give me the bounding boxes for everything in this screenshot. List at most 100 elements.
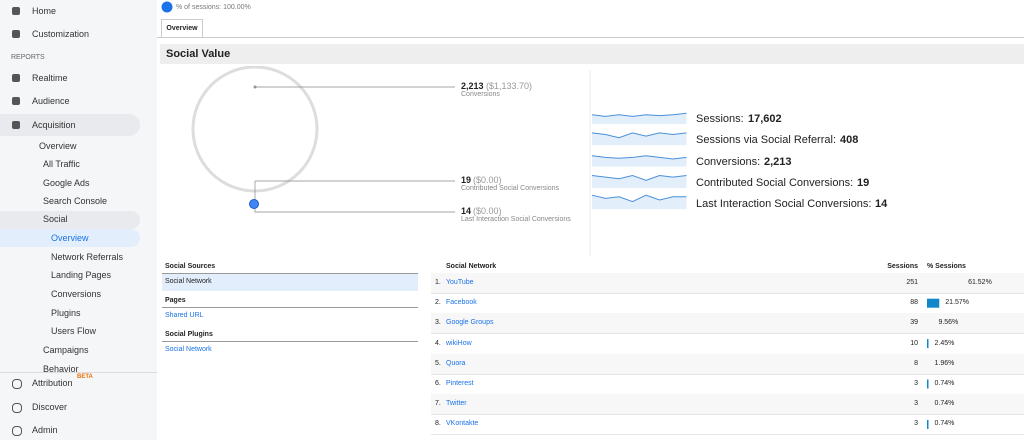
diagram-money: ($0.00) [473,175,502,185]
nav-icon [12,74,20,82]
panel-item[interactable]: Social Network [165,346,212,353]
diagram-label: Conversions [461,91,500,98]
network-link[interactable]: VKontakte [446,420,479,428]
percent-label: 0.74% [934,420,955,428]
nav-selected [0,229,140,247]
nav-item[interactable]: Audience [32,96,70,106]
sidebar: Home Customization REPORTS Realtime Audience… [0,0,157,440]
metric-label: Conversions: [696,155,761,168]
row-bg [431,394,1024,415]
network-link[interactable]: Facebook [446,299,477,307]
nav-item[interactable]: Customization [32,29,90,39]
network-link[interactable]: Pinterest [446,380,474,387]
nav-item[interactable]: Conversions [51,289,102,299]
nav-item[interactable]: Social [43,214,68,224]
panel-rule [162,307,418,308]
nav-item[interactable]: Search Console [43,196,108,206]
dot [249,199,259,209]
percent-bar [927,379,929,389]
metric-label: Sessions: [696,113,744,125]
nav-item[interactable]: Realtime [32,73,68,83]
network-link[interactable]: YouTube [446,279,474,286]
nav-icon [12,121,20,129]
tab-rule [157,37,1024,38]
rank: 1. [435,279,441,286]
network-link[interactable]: Twitter [446,400,467,408]
nav-item[interactable]: Admin [32,425,58,435]
sparkline [591,174,687,181]
percent-label: 1.96% [934,359,955,367]
nav-item[interactable]: Network Referrals [51,252,124,262]
nav-item[interactable]: All Traffic [43,159,80,169]
panel-heading: Pages [165,297,186,304]
metric-label: Sessions via Social Referral: [696,134,837,147]
nav-item[interactable]: Discover [32,402,68,412]
sessions: 10 [910,339,918,347]
sparkline [591,132,687,139]
nav-item[interactable]: Users Flow [51,326,97,336]
diagram-value: 19 [461,175,472,185]
sessions: 8 [914,359,918,367]
diagram-value: 2,213 [461,81,484,91]
metric-value: 408 [840,134,859,147]
sparkline [591,112,687,117]
nav-icon [12,379,22,389]
network-link[interactable]: wikiHow [446,339,472,347]
sessions: 3 [914,420,918,428]
nav-highlight [0,211,140,229]
rank: 6. [435,380,441,387]
nav-icon [12,403,22,413]
row-bg [431,313,1024,334]
nav-item[interactable]: Google Ads [43,178,90,188]
nav-item[interactable]: Home [32,6,57,16]
sparkline-area [592,132,687,146]
nav-item[interactable]: Campaigns [43,345,89,355]
percent-label: 21.57% [945,299,970,307]
rank: 7. [435,400,441,408]
nav-icon [12,426,22,436]
network-link[interactable]: Quora [446,359,466,367]
nav-item[interactable]: Overview [39,141,77,151]
panel-item[interactable]: Shared URL [165,312,204,319]
rank: 2. [435,299,441,307]
diagram [191,66,687,256]
sparkline-area [592,195,687,210]
segment-dot [161,1,173,13]
panel-rule [162,341,418,342]
panel-rule [162,273,418,274]
diagram-money: ($0.00) [473,206,502,216]
panel-heading: Social Plugins [165,331,213,338]
section-title: Social Value [160,44,1024,64]
content: % of sessions: 100.00% Overview Social V… [157,0,1024,440]
row-rule [431,373,1024,375]
percent-bar [927,339,929,349]
table-header: Sessions [887,263,918,270]
sessions: 39 [910,319,918,327]
panel-item[interactable]: Social Network [165,278,212,285]
nav-item[interactable]: Landing Pages [51,270,112,280]
connector [254,86,455,213]
row-rule [431,293,1024,294]
rank: 5. [435,359,441,367]
nav-item[interactable]: Acquisition [32,120,76,130]
metric-label: Contributed Social Conversions: [696,176,854,189]
panel-selected [162,274,418,291]
percent-bar [927,419,929,429]
table-header: Social Network [446,263,497,270]
sparkline [591,194,687,203]
percent-bar [927,298,940,308]
nav-item[interactable]: Behavior [43,364,79,374]
diagram-value: 14 [461,206,472,216]
metric-label: Last Interaction Social Conversions: [696,198,872,211]
nav-item[interactable]: Attribution [32,378,73,388]
metric-value: 17,602 [748,113,782,125]
tab[interactable]: Overview [161,19,203,38]
network-link[interactable]: Google Groups [446,319,494,327]
nav-item[interactable]: Overview [51,233,89,243]
row-rule [431,414,1024,416]
row-bg [431,273,1024,293]
table-header: % Sessions [927,263,966,270]
row-rule [431,434,1024,436]
nav-item[interactable]: Plugins [51,308,81,318]
